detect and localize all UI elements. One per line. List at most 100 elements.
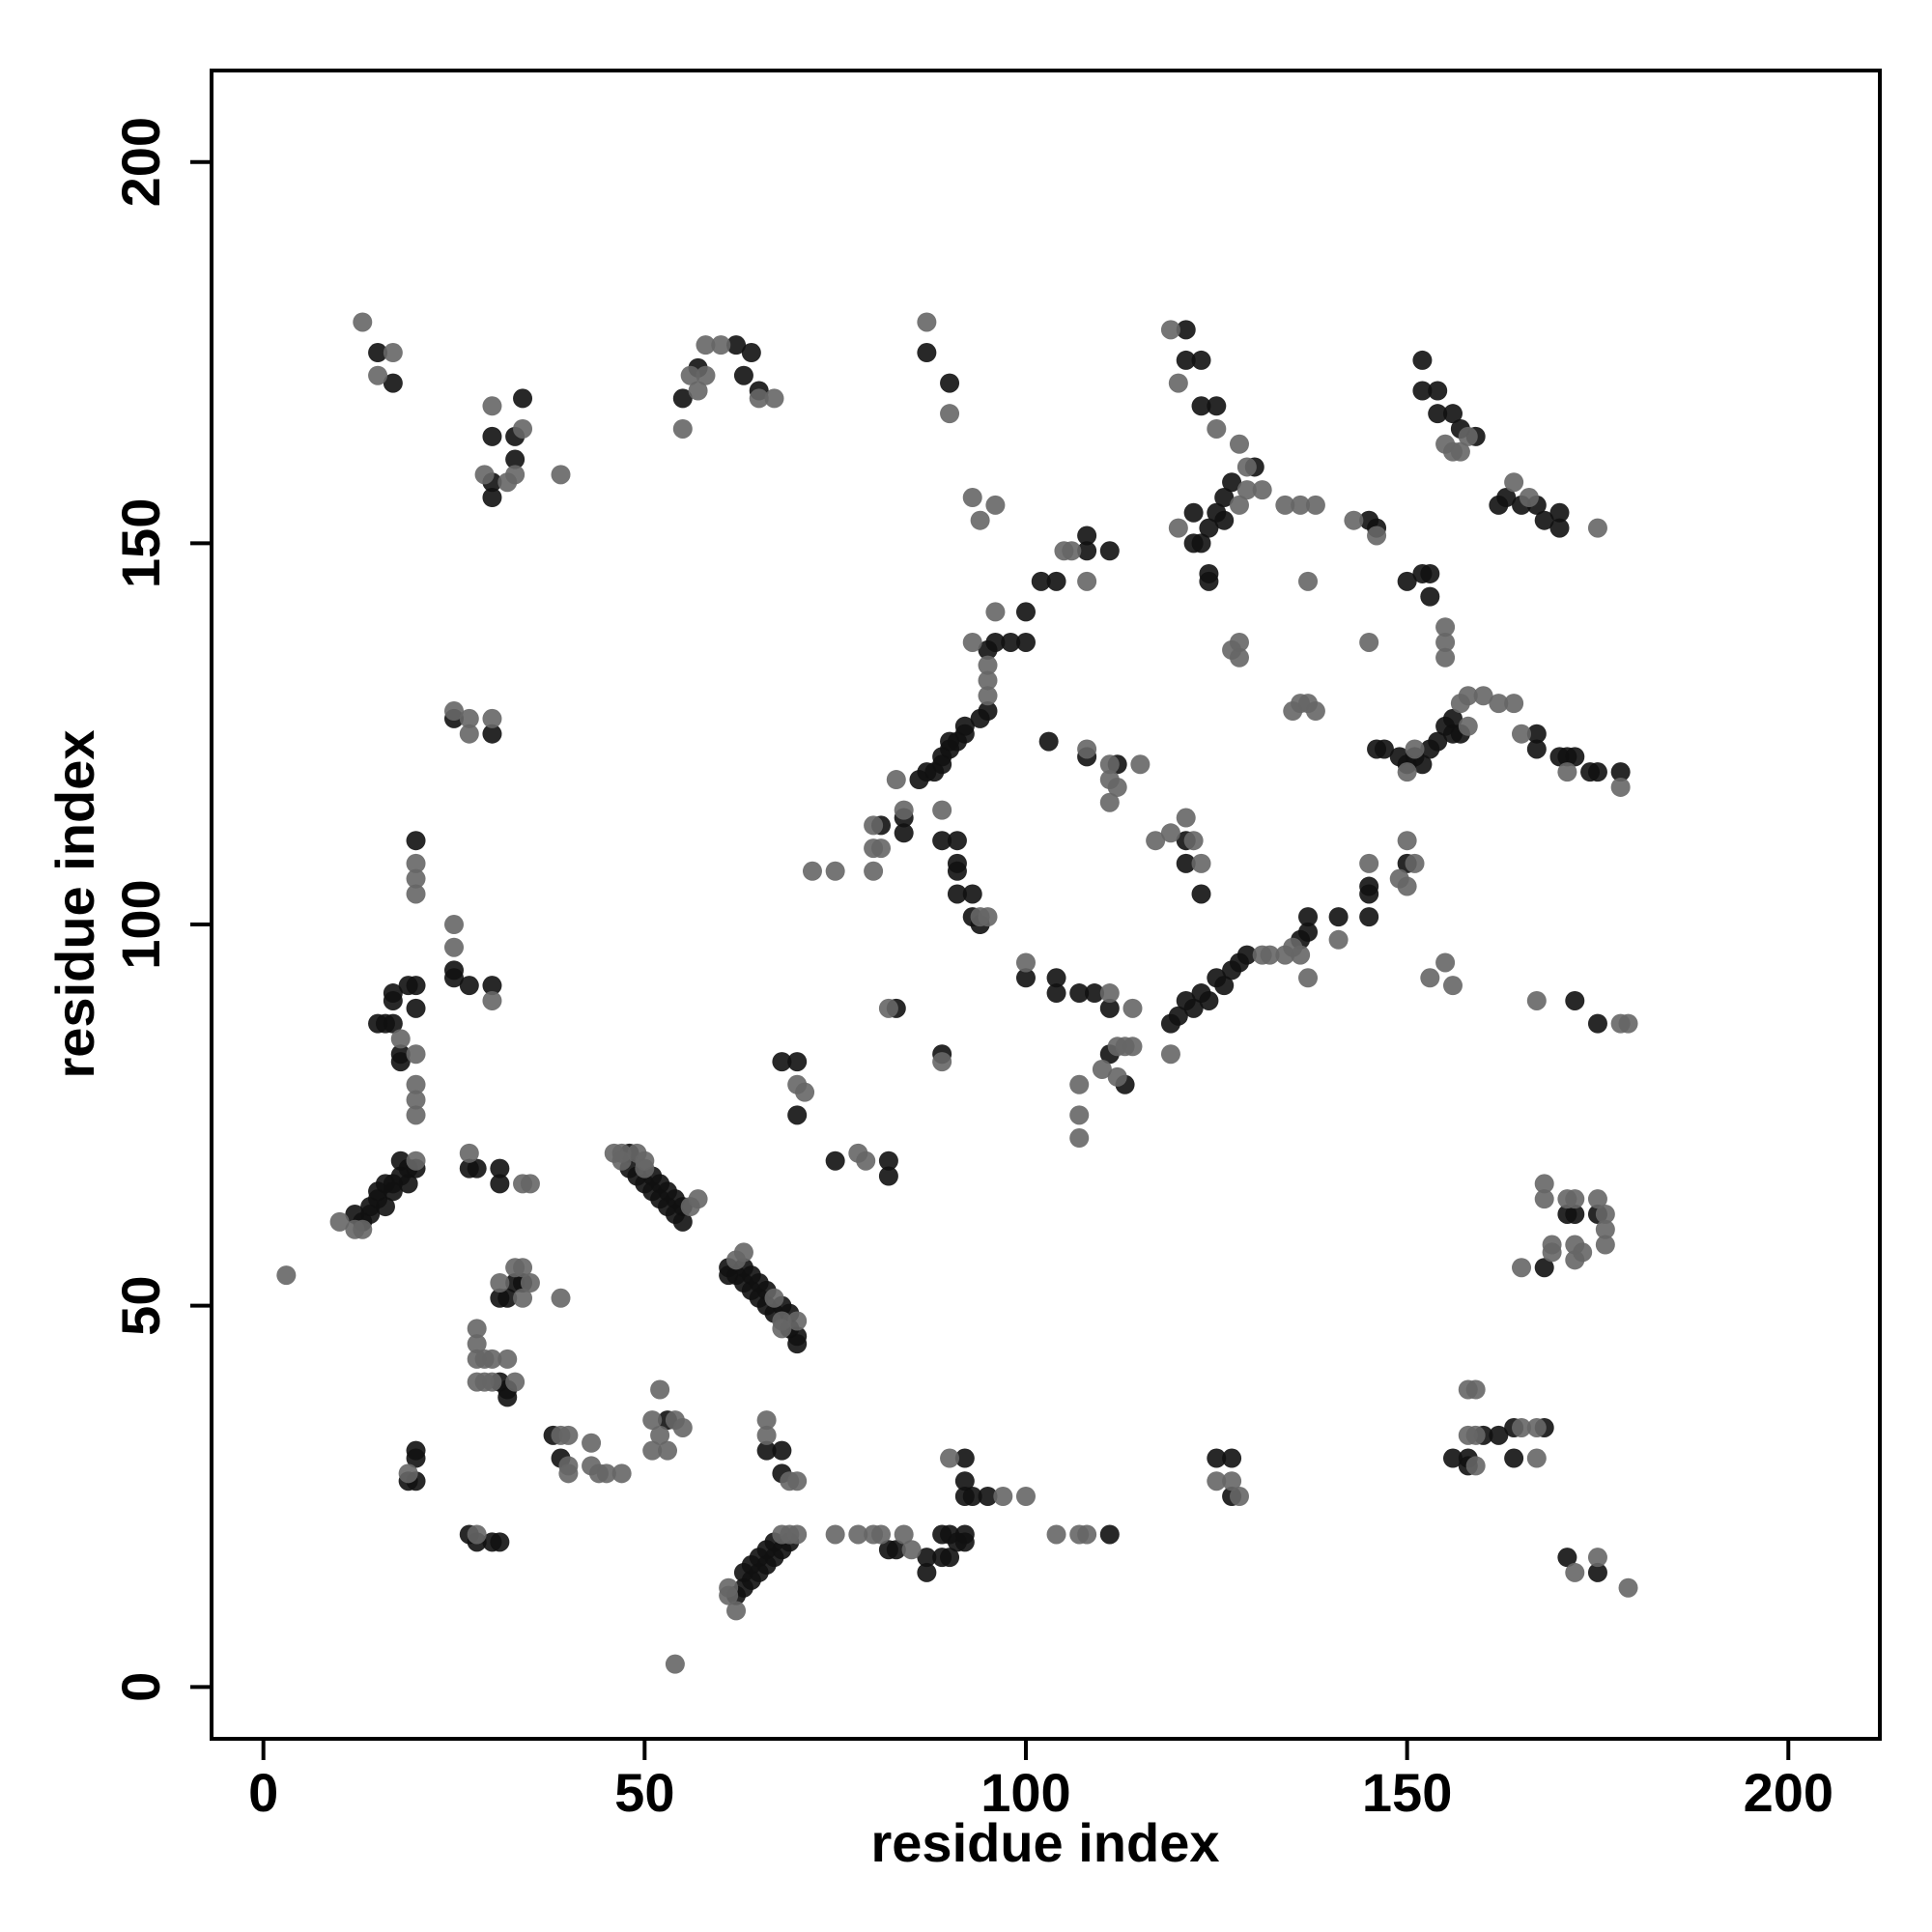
- point: [1160, 320, 1180, 340]
- point: [1587, 1548, 1607, 1568]
- point: [780, 1524, 800, 1545]
- point: [1077, 526, 1097, 546]
- point: [1595, 1204, 1615, 1224]
- point: [1374, 739, 1394, 759]
- point: [1587, 518, 1607, 538]
- point: [1130, 754, 1151, 775]
- point: [1046, 983, 1066, 1004]
- point: [490, 1174, 510, 1194]
- point: [353, 1219, 373, 1239]
- point: [917, 1548, 937, 1568]
- point: [1473, 686, 1493, 706]
- y-tick-label: 50: [110, 1276, 171, 1336]
- point: [978, 1487, 998, 1507]
- point: [398, 1463, 418, 1484]
- point: [1291, 495, 1311, 515]
- x-tick-label: 150: [1362, 1762, 1452, 1823]
- point: [1222, 472, 1242, 493]
- point: [1420, 563, 1440, 583]
- point: [787, 1471, 808, 1492]
- point: [1077, 541, 1097, 561]
- point: [482, 396, 502, 416]
- point: [772, 1052, 792, 1072]
- point: [353, 312, 373, 332]
- point: [443, 915, 464, 935]
- point: [1099, 792, 1120, 812]
- point: [787, 1311, 808, 1331]
- point: [1526, 1448, 1547, 1468]
- point: [513, 418, 533, 439]
- point: [917, 1562, 937, 1582]
- point: [383, 1181, 403, 1202]
- point: [1519, 488, 1539, 508]
- point: [1069, 1074, 1090, 1094]
- plot-frame: [210, 69, 1882, 1741]
- point: [1199, 518, 1219, 538]
- point: [497, 1387, 518, 1407]
- point: [650, 1425, 670, 1445]
- point: [1207, 502, 1227, 523]
- point: [1435, 952, 1456, 973]
- point: [1328, 929, 1349, 950]
- point: [398, 1174, 418, 1194]
- point: [1512, 724, 1532, 744]
- point: [1435, 632, 1456, 652]
- point: [672, 418, 693, 439]
- point: [1526, 724, 1547, 744]
- point: [1458, 716, 1478, 736]
- y-tick-label: 150: [110, 498, 171, 588]
- point: [864, 815, 884, 836]
- point: [1001, 632, 1021, 652]
- point: [482, 426, 502, 446]
- point: [672, 1417, 693, 1437]
- point: [1222, 1471, 1242, 1492]
- point: [719, 1585, 739, 1605]
- point: [1229, 434, 1249, 454]
- point: [1442, 708, 1463, 728]
- point: [993, 1487, 1013, 1507]
- point: [1526, 1417, 1547, 1437]
- point: [1092, 1059, 1112, 1079]
- point: [985, 602, 1006, 622]
- point: [1549, 502, 1570, 523]
- point: [467, 1158, 487, 1179]
- point: [940, 373, 960, 393]
- point: [825, 861, 845, 881]
- point: [505, 465, 526, 485]
- point: [497, 1288, 518, 1308]
- point: [520, 1174, 540, 1194]
- point: [467, 1319, 487, 1339]
- point: [406, 1448, 426, 1468]
- point: [635, 1158, 655, 1179]
- point: [513, 1258, 533, 1278]
- y-tick-label: 0: [110, 1672, 171, 1702]
- point: [1046, 968, 1066, 988]
- point: [513, 388, 533, 409]
- point: [658, 1440, 678, 1461]
- point: [443, 968, 464, 988]
- x-axis-title: residue index: [870, 1812, 1219, 1873]
- point: [787, 1105, 808, 1125]
- point: [978, 639, 998, 660]
- point: [459, 1143, 479, 1163]
- point: [917, 312, 937, 332]
- point: [901, 1540, 922, 1560]
- point: [551, 1288, 571, 1308]
- point: [1229, 495, 1249, 515]
- point: [1610, 777, 1631, 797]
- point: [764, 1288, 784, 1308]
- point: [1534, 1174, 1554, 1194]
- point: [1549, 518, 1570, 538]
- point: [932, 1052, 952, 1072]
- point: [1183, 831, 1204, 851]
- point: [1252, 480, 1272, 500]
- point: [1199, 571, 1219, 591]
- point: [505, 449, 526, 469]
- point: [1099, 541, 1120, 561]
- point: [482, 708, 502, 728]
- x-tick-label: 0: [248, 1762, 278, 1823]
- point: [878, 998, 898, 1018]
- point: [1146, 831, 1166, 851]
- point: [894, 1524, 914, 1545]
